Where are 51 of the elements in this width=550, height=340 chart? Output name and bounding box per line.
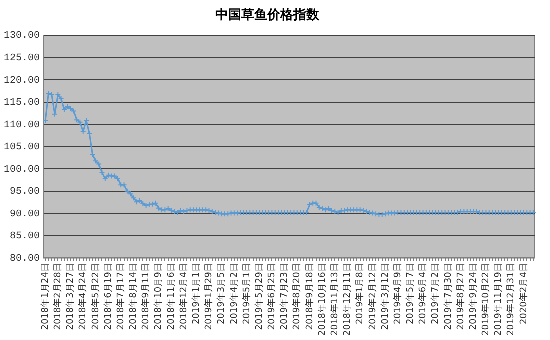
x-tick-label: 2018年2月28日 — [52, 263, 64, 330]
y-tick-label: 120.00 — [4, 76, 40, 87]
x-tick-label: 2018年10月16日 — [316, 263, 328, 336]
x-tick-label: 2018年11月13日 — [329, 263, 340, 336]
y-tick-label: 130.00 — [4, 31, 40, 42]
y-tick-label: 100.00 — [4, 164, 40, 176]
x-tick-label: 2020年2月4日 — [518, 263, 530, 325]
x-tick-label: 2019年7月23日 — [279, 263, 290, 330]
x-tick-label: 2019年4月2日 — [228, 263, 240, 325]
x-tick-label: 2019年8月20日 — [292, 263, 303, 330]
x-tick-label: 2019年11月19日 — [493, 263, 504, 336]
x-tick-label: 2018年9月11日 — [140, 263, 152, 330]
x-tick-label: 2019年5月7日 — [405, 263, 416, 325]
x-tick-label: 2018年9月18日 — [304, 263, 316, 330]
x-tick-label: 2018年3月27日 — [65, 263, 76, 330]
chart-title: 中国草鱼价格指数 — [216, 8, 320, 24]
y-tick-label: 105.00 — [4, 142, 40, 154]
x-tick-label: 2018年11月6日 — [166, 263, 177, 330]
y-tick-label: 80.00 — [10, 254, 40, 265]
x-tick-label: 2018年5月22日 — [90, 263, 102, 330]
x-tick-label: 2018年12月11日 — [342, 263, 354, 336]
y-tick-label: 85.00 — [10, 232, 40, 243]
y-tick-label: 125.00 — [4, 54, 40, 64]
x-tick-label: 2018年6月19日 — [102, 263, 114, 330]
y-tick-label: 115.00 — [4, 98, 40, 110]
x-tick-label: 2018年7月17日 — [115, 263, 126, 330]
x-tick-label: 2019年3月5日 — [216, 263, 228, 325]
x-tick-label: 2019年1月1日 — [191, 263, 202, 325]
x-tick-label: 2019年12月31日 — [506, 263, 517, 336]
y-tick-label: 110.00 — [4, 120, 40, 132]
y-tick-label: 90.00 — [10, 209, 40, 220]
x-tick-label: 2018年4月24日 — [78, 263, 89, 330]
x-tick-label: 2019年8月27日 — [455, 263, 466, 330]
x-tick-label: 2019年1月29日 — [204, 263, 215, 330]
x-tick-label: 2018年8月14日 — [128, 263, 140, 330]
x-tick-label: 2019年5月1日 — [241, 263, 252, 325]
x-tick-label: 2019年7月2日 — [430, 263, 442, 325]
y-tick-label: 95.00 — [10, 187, 40, 198]
x-tick-label: 2019年1月8日 — [354, 263, 366, 325]
x-tick-label: 2019年9月24日 — [468, 263, 479, 330]
x-tick-label: 2018年12月4日 — [178, 263, 190, 330]
x-tick-label: 2019年6月4日 — [418, 263, 429, 325]
x-tick-label: 2019年3月12日 — [380, 263, 391, 330]
x-tick-label: 2019年10月22日 — [480, 263, 492, 336]
x-tick-label: 2019年7月30日 — [442, 263, 454, 330]
x-tick-label: 2019年4月9日 — [392, 263, 404, 325]
x-tick-label: 2019年5月29日 — [254, 263, 265, 330]
x-tick-label: 2019年2月12日 — [367, 263, 378, 330]
x-tick-label: 2019年6月25日 — [266, 263, 278, 330]
x-tick-label: 2018年1月24日 — [40, 263, 51, 330]
x-tick-label: 2018年10月9日 — [153, 263, 164, 330]
